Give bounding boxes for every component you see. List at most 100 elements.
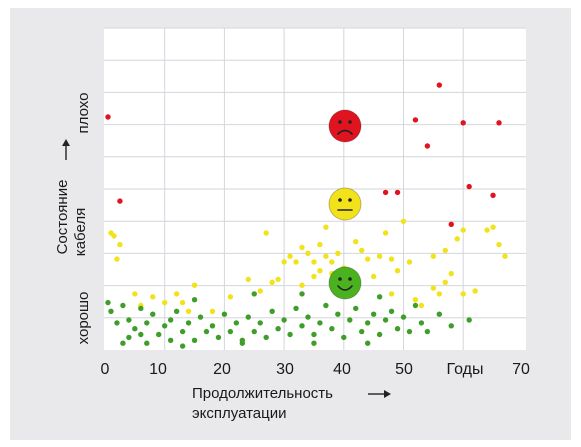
x-tick-label: 50: [395, 361, 413, 378]
data-point: [293, 305, 299, 312]
data-point: [138, 305, 144, 312]
data-point: [406, 259, 413, 265]
data-point: [317, 268, 323, 274]
data-point: [418, 302, 425, 309]
data-point: [281, 259, 287, 265]
neutral-face-icon: [328, 187, 362, 221]
data-point: [245, 314, 251, 320]
data-point: [448, 221, 454, 227]
data-point: [197, 314, 204, 320]
data-point: [305, 250, 311, 256]
data-point: [209, 308, 216, 314]
data-point: [490, 224, 496, 230]
data-point: [281, 317, 287, 323]
data-point: [167, 317, 174, 323]
data-point: [382, 189, 389, 196]
x-tick-label: 40: [333, 361, 351, 378]
data-point: [227, 294, 234, 300]
data-point: [275, 276, 281, 283]
data-point: [394, 268, 401, 274]
data-point: [239, 340, 246, 346]
data-point: [323, 224, 329, 230]
data-point: [418, 320, 425, 326]
data-point: [335, 311, 341, 317]
data-point: [448, 270, 454, 277]
data-point: [382, 230, 389, 236]
data-point: [269, 308, 275, 314]
data-point: [233, 320, 240, 326]
data-point: [430, 285, 437, 291]
data-point: [364, 256, 371, 262]
data-point: [400, 314, 407, 320]
data-point: [382, 317, 389, 323]
data-point: [353, 305, 359, 312]
data-point: [287, 253, 293, 259]
data-point: [162, 323, 168, 329]
data-point: [117, 241, 123, 248]
data-point: [221, 311, 228, 317]
data-point: [311, 259, 317, 265]
data-point: [132, 291, 138, 297]
data-point: [496, 241, 502, 248]
data-point: [251, 291, 257, 297]
data-point: [167, 337, 174, 343]
data-point: [299, 323, 305, 329]
data-point: [376, 331, 383, 338]
data-point: [460, 291, 466, 297]
data-point: [490, 192, 496, 198]
data-point: [353, 239, 359, 245]
data-point: [466, 183, 472, 190]
data-point: [132, 326, 138, 332]
data-point: [472, 288, 478, 294]
smiley-face-icon: [328, 266, 362, 300]
data-point: [185, 308, 192, 314]
y-axis-label-line1: Состояние: [54, 180, 71, 255]
data-point: [144, 320, 150, 326]
y-good-label: хорошо: [75, 292, 92, 345]
data-point: [412, 117, 419, 123]
data-point: [436, 82, 443, 88]
data-point: [105, 114, 111, 120]
data-point: [215, 334, 222, 341]
y-axis-arrow: [62, 139, 70, 160]
data-point: [364, 340, 371, 346]
data-point: [424, 143, 431, 149]
data-point: [305, 314, 311, 320]
data-point: [388, 256, 395, 262]
data-point: [460, 120, 466, 126]
data-point: [191, 282, 198, 288]
data-point: [191, 337, 198, 343]
data-point: [317, 320, 323, 326]
data-point: [388, 308, 395, 314]
data-point: [203, 328, 210, 335]
condition-faces: [328, 109, 362, 300]
data-points: [105, 82, 508, 349]
data-point: [173, 308, 180, 314]
data-point: [335, 250, 341, 256]
data-point: [209, 323, 216, 329]
data-point: [376, 294, 383, 300]
x-unit-label: Годы: [447, 361, 484, 378]
data-point: [120, 302, 126, 309]
x-tick-label: 70: [512, 361, 530, 378]
data-point: [317, 241, 323, 248]
data-point: [412, 302, 419, 309]
data-point: [388, 291, 395, 297]
data-point: [245, 276, 251, 283]
x-tick-label: 30: [276, 361, 294, 378]
x-axis-label-line1: Продолжительность: [192, 385, 333, 402]
data-point: [329, 326, 335, 332]
data-point: [275, 326, 281, 332]
data-point: [126, 334, 132, 341]
data-point: [484, 227, 490, 233]
data-point: [120, 340, 126, 346]
x-axis-label-line2: эксплуатации: [192, 405, 287, 422]
data-point: [179, 343, 186, 349]
data-point: [311, 331, 317, 338]
data-point: [454, 236, 460, 242]
data-point: [299, 244, 305, 251]
x-tick-label: 10: [149, 361, 167, 378]
x-tick-labels: 0 10 20 30 40 50 70: [101, 361, 530, 378]
data-point: [370, 311, 377, 317]
